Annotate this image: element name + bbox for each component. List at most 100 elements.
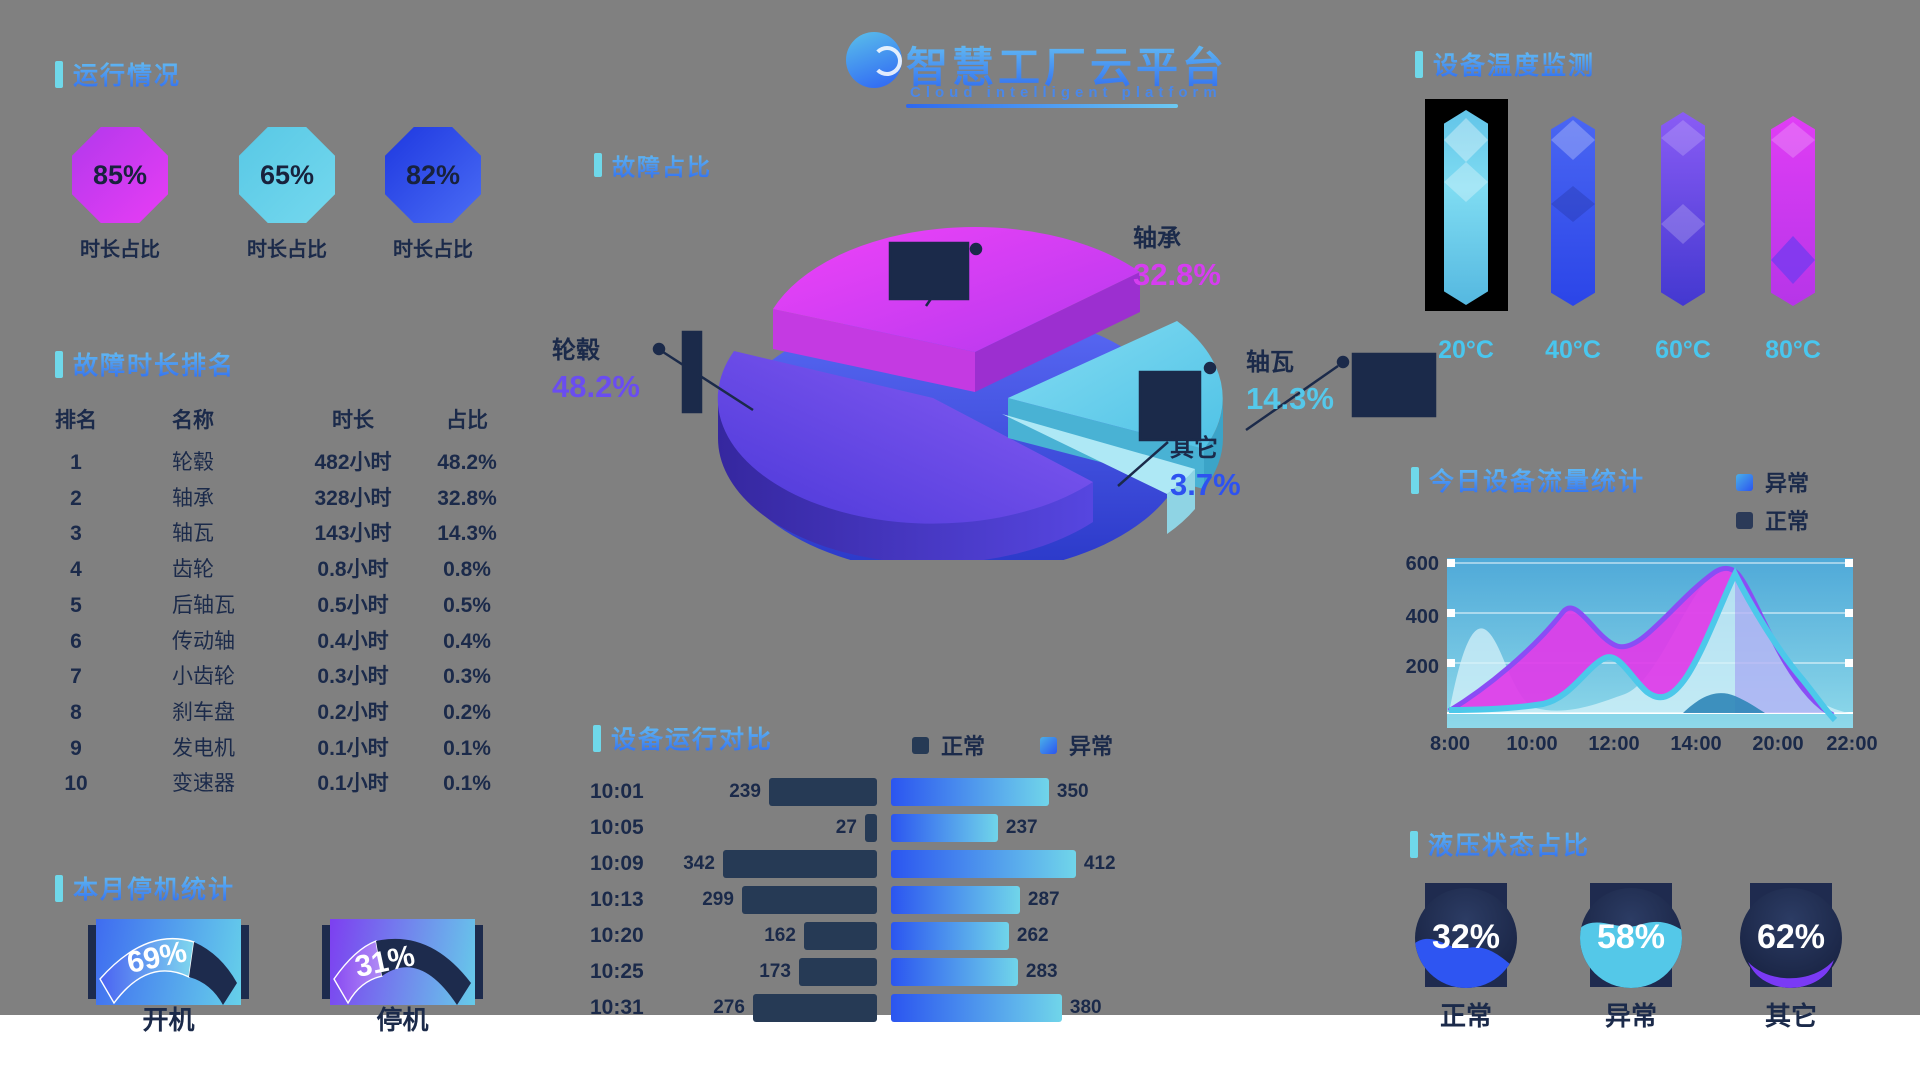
- section-accent-bar: [594, 153, 602, 177]
- stat-label: 时长占比: [393, 239, 473, 261]
- stat-badge[interactable]: 65%: [239, 127, 335, 223]
- pie-label-value: 48.2%: [552, 369, 640, 404]
- table-row[interactable]: 2 轴承 328小时 32.8%: [28, 482, 498, 516]
- legend-label: 正常: [941, 734, 986, 759]
- status-circle[interactable]: [1580, 888, 1682, 988]
- compare-normal-value: 299: [702, 889, 734, 910]
- compare-normal-zone: 173: [645, 958, 877, 986]
- table-cell: 0.3小时: [317, 665, 389, 689]
- table-row[interactable]: 1 轮毂 482小时 48.2%: [28, 446, 498, 480]
- compare-abnormal-bar[interactable]: [890, 922, 1009, 950]
- compare-normal-bar[interactable]: [803, 922, 877, 950]
- legend-item[interactable]: 异常: [1040, 729, 1113, 761]
- table-cell: 0.1%: [443, 736, 491, 760]
- temp-bar[interactable]: [1444, 110, 1488, 305]
- section-run-status-title: 运行情况: [55, 56, 181, 92]
- compare-normal-zone: 276: [645, 994, 877, 1022]
- table-row[interactable]: 6 传动轴 0.4小时 0.4%: [28, 625, 498, 659]
- compare-normal-bar[interactable]: [741, 886, 877, 914]
- compare-row[interactable]: 10:09 342 412: [590, 850, 1130, 878]
- compare-abnormal-bar[interactable]: [890, 850, 1076, 878]
- fault-pie-chart: [652, 227, 1437, 560]
- compare-abnormal-zone: 287: [890, 886, 1130, 914]
- series-teal-bump: [1683, 693, 1765, 713]
- temp-bar-facet: [1771, 236, 1815, 284]
- table-cell: 齿轮: [172, 558, 214, 582]
- status-label: 异常: [1604, 1001, 1657, 1031]
- gauge-on[interactable]: 69%: [96, 919, 241, 1005]
- temp-bar[interactable]: [1771, 116, 1815, 306]
- table-row[interactable]: 4 齿轮 0.8小时 0.8%: [28, 553, 498, 587]
- legend-item[interactable]: 正常: [1736, 504, 1809, 536]
- section-accent-bar: [1415, 50, 1423, 78]
- temp-bar-label: 80°C: [1765, 336, 1821, 364]
- compare-abnormal-value: 412: [1083, 853, 1116, 874]
- compare-row[interactable]: 10:25 173 283: [590, 958, 1130, 986]
- compare-normal-bar[interactable]: [768, 778, 877, 806]
- pie-slice-wheel[interactable]: [717, 351, 1093, 524]
- table-cell: 传动轴: [172, 629, 235, 653]
- pie-slice-bush-side: [1204, 398, 1223, 489]
- stat-label: 时长占比: [80, 239, 160, 261]
- compare-row[interactable]: 10:20 162 262: [590, 922, 1130, 950]
- table-row[interactable]: 8 刹车盘 0.2小时 0.2%: [28, 696, 498, 730]
- compare-row[interactable]: 10:05 27 237: [590, 814, 1130, 842]
- gauge-off[interactable]: 31%: [330, 919, 475, 1005]
- compare-abnormal-zone: 283: [890, 958, 1130, 986]
- table-row[interactable]: 10 变速器 0.1小时 0.1%: [28, 767, 498, 801]
- table-row[interactable]: 3 轴瓦 143小时 14.3%: [28, 517, 498, 551]
- table-cell: 0.2%: [443, 700, 491, 724]
- compare-normal-bar[interactable]: [752, 994, 877, 1022]
- legend-item[interactable]: 异常: [1736, 466, 1809, 498]
- table-cell: 4: [70, 558, 82, 582]
- section-accent-bar: [55, 874, 63, 902]
- legend-swatch: [1040, 736, 1057, 754]
- section-accent-bar: [1411, 466, 1419, 494]
- compare-row[interactable]: 10:31 276 380: [590, 994, 1130, 1022]
- stat-label: 时长占比: [247, 239, 327, 261]
- compare-abnormal-bar[interactable]: [890, 958, 1018, 986]
- table-cell: 0.8小时: [317, 558, 389, 582]
- pie-slice-other[interactable]: [1002, 414, 1195, 494]
- table-row[interactable]: 7 小齿轮 0.3小时 0.3%: [28, 660, 498, 694]
- gauge-value: 31%: [352, 939, 418, 984]
- temp-bar[interactable]: [1661, 112, 1705, 306]
- compare-normal-bar[interactable]: [722, 850, 877, 878]
- compare-row[interactable]: 10:13 299 287: [590, 886, 1130, 914]
- compare-abnormal-bar[interactable]: [890, 886, 1020, 914]
- temp-bar-label: 60°C: [1655, 336, 1711, 364]
- compare-abnormal-bar[interactable]: [890, 994, 1062, 1022]
- section-status-title: 液压状态占比: [1410, 826, 1590, 862]
- compare-normal-zone: 162: [645, 922, 877, 950]
- compare-normal-value: 276: [713, 997, 745, 1018]
- table-cell: 7: [70, 665, 82, 689]
- pie-label-value: 14.3%: [1246, 381, 1334, 416]
- pie-slice-other-side: [1167, 469, 1195, 534]
- temp-bar[interactable]: [1551, 116, 1595, 306]
- status-circle[interactable]: [1415, 888, 1517, 988]
- legend-swatch: [1736, 511, 1753, 529]
- status-circle[interactable]: [1740, 888, 1842, 988]
- compare-abnormal-value: 237: [1005, 817, 1038, 838]
- stat-badge[interactable]: 85%: [72, 127, 168, 223]
- compare-normal-bar[interactable]: [798, 958, 877, 986]
- table-row[interactable]: 9 发电机 0.1小时 0.1%: [28, 732, 498, 766]
- table-header: 排名 名称 时长 占比: [55, 409, 488, 432]
- edge-ticks: [1447, 559, 1853, 667]
- table-cell: 0.2小时: [317, 700, 389, 724]
- table-cell: 后轴瓦: [172, 593, 235, 617]
- table-row[interactable]: 5 后轴瓦 0.5小时 0.5%: [28, 589, 498, 623]
- pie-label: 轴瓦 14.3%: [1246, 342, 1334, 417]
- compare-row[interactable]: 10:01 239 350: [590, 778, 1130, 806]
- status-value: 62%: [1756, 918, 1826, 956]
- stat-badge[interactable]: 82%: [385, 127, 481, 223]
- compare-abnormal-bar[interactable]: [890, 814, 998, 842]
- page-subtitle: Cloud intelligent platform: [910, 84, 1222, 101]
- compare-normal-bar[interactable]: [864, 814, 877, 842]
- pie-label-value: 3.7%: [1170, 467, 1241, 502]
- table-cell: 2: [70, 486, 82, 510]
- compare-abnormal-bar[interactable]: [890, 778, 1049, 806]
- table-cell: 3: [70, 522, 82, 546]
- legend-item[interactable]: 正常: [912, 729, 985, 761]
